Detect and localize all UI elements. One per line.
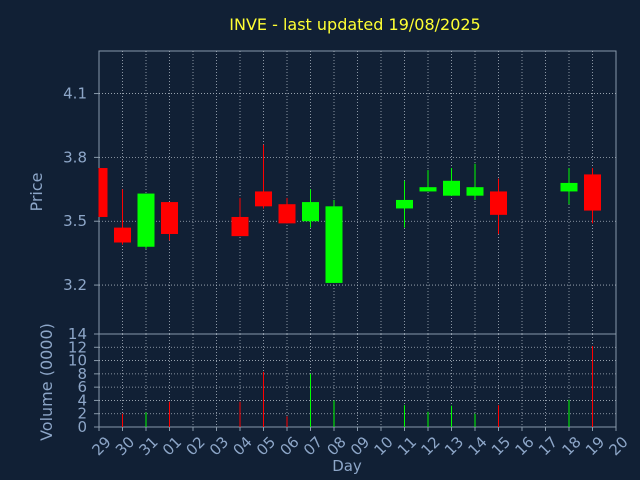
candle — [137, 193, 155, 249]
day-tick-label: 06 — [277, 433, 303, 459]
candle-body — [278, 204, 296, 224]
day-tick-label: 09 — [347, 433, 373, 459]
volume-tick-label: 2 — [77, 405, 87, 423]
candle — [161, 202, 178, 241]
day-tick-label: 11 — [394, 433, 420, 459]
day-tick-label: 03 — [206, 433, 232, 459]
day-tick-label: 02 — [183, 433, 209, 459]
volume-tick-label: 12 — [68, 338, 87, 356]
candle — [255, 144, 272, 209]
candle — [98, 168, 108, 217]
candle — [560, 168, 578, 205]
day-tick-label: 05 — [253, 433, 279, 459]
price-tick-label: 3.2 — [63, 276, 87, 294]
candle — [114, 189, 131, 245]
price-y-ticks: 3.2 3.5 3.8 4.1 — [63, 85, 99, 294]
chart-title: INVE - last updated 19/08/2025 — [229, 15, 480, 34]
candle — [278, 197, 296, 224]
price-axis-label: Price — [27, 172, 46, 211]
day-tick-label: 13 — [441, 433, 467, 459]
day-x-ticks: 2930310102030405060708091011121314151617… — [89, 427, 632, 459]
candle — [443, 168, 460, 196]
volume-tick-label: 6 — [77, 378, 87, 396]
volume-grid — [99, 334, 616, 427]
candle — [584, 168, 601, 224]
volume-tick-label: 0 — [77, 418, 87, 436]
candle-body — [560, 182, 578, 192]
candle-body — [584, 174, 601, 211]
candle-body — [443, 180, 460, 196]
candle — [466, 163, 484, 200]
price-tick-label: 4.1 — [63, 85, 87, 103]
candle-body — [302, 202, 319, 222]
day-tick-label: 31 — [136, 433, 162, 459]
day-tick-label: 08 — [324, 433, 350, 459]
day-tick-label: 07 — [300, 433, 326, 459]
candle — [302, 189, 319, 228]
price-panel: 3.2 3.5 3.8 4.1 Price — [27, 50, 617, 335]
day-tick-label: 18 — [559, 433, 585, 459]
candle — [325, 199, 343, 283]
day-tick-label: 14 — [465, 433, 491, 459]
day-tick-label: 17 — [535, 433, 561, 459]
day-tick-label: 16 — [512, 433, 538, 459]
day-tick-label: 29 — [89, 433, 115, 459]
price-grid — [99, 51, 616, 334]
candle-body — [161, 202, 178, 234]
day-tick-label: 12 — [418, 433, 444, 459]
volume-tick-label: 10 — [68, 352, 87, 370]
day-tick-label: 20 — [606, 433, 632, 459]
price-tick-label: 3.5 — [63, 212, 87, 230]
x-axis-label: Day — [332, 457, 362, 475]
candlesticks — [98, 144, 601, 283]
candle — [419, 170, 437, 192]
candle — [490, 178, 507, 234]
candle-body — [396, 199, 413, 209]
day-tick-label: 30 — [112, 433, 138, 459]
candle-body — [325, 206, 343, 283]
day-tick-label: 10 — [371, 433, 397, 459]
volume-tick-label: 4 — [77, 391, 87, 409]
candle-body — [114, 227, 131, 243]
day-tick-label: 15 — [488, 433, 514, 459]
price-tick-label: 3.8 — [63, 148, 87, 166]
volume-tick-label: 14 — [68, 325, 87, 343]
candle-body — [466, 187, 484, 196]
candle-body — [231, 216, 249, 237]
candle — [231, 197, 249, 237]
candle-body — [419, 187, 437, 192]
day-tick-label: 01 — [159, 433, 185, 459]
candle-body — [137, 193, 155, 247]
candle-body — [490, 191, 507, 215]
candle-body — [99, 168, 108, 217]
volume-tick-label: 8 — [77, 365, 87, 383]
day-tick-label: 19 — [582, 433, 608, 459]
volume-bars — [122, 345, 593, 427]
volume-plot-frame — [98, 333, 617, 428]
candle — [396, 180, 413, 228]
volume-axis-label: Volume (0000) — [37, 323, 56, 441]
day-tick-label: 04 — [230, 433, 256, 459]
candle-body — [255, 191, 272, 207]
